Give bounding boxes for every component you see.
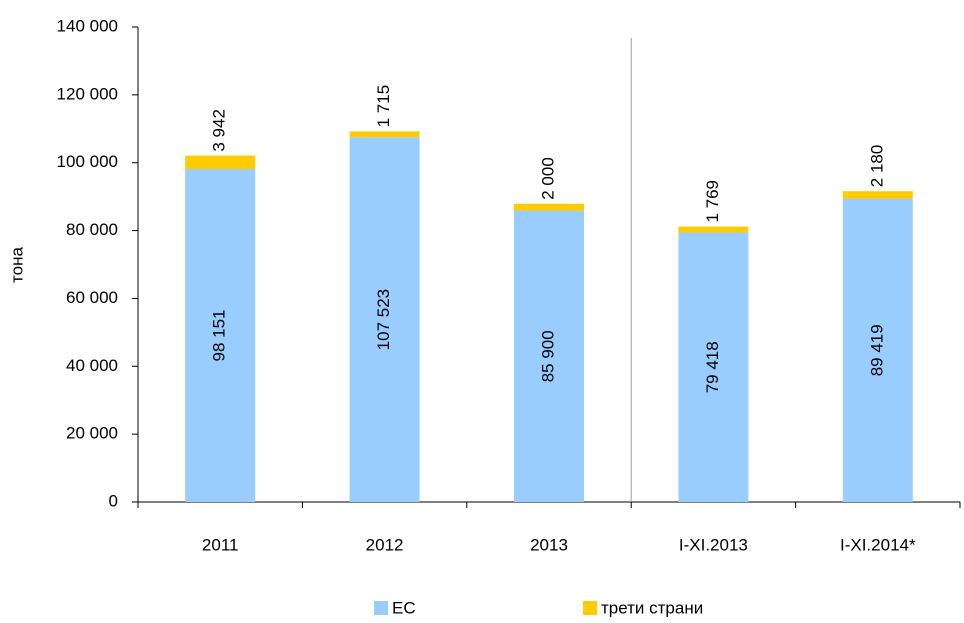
x-tick-label: 2013 (530, 535, 568, 554)
bar-segment (842, 191, 913, 199)
value-label: 85 900 (538, 330, 557, 382)
y-tick-label: 60 000 (66, 288, 118, 307)
y-tick-label: 140 000 (57, 16, 118, 35)
bar-segment (349, 131, 420, 138)
legend-swatch (583, 601, 597, 615)
y-tick-label: 20 000 (66, 424, 118, 443)
bar-segment (514, 210, 584, 502)
bar-segment (349, 137, 420, 502)
value-label: 98 151 (210, 309, 229, 361)
legend-label: ЕС (392, 598, 416, 617)
y-tick-label: 80 000 (66, 220, 118, 239)
bar-segment (678, 232, 749, 502)
y-tick-label: 0 (109, 491, 118, 510)
value-label: 89 419 (867, 324, 886, 376)
y-tick-label: 40 000 (66, 356, 118, 375)
bar-segment (842, 198, 913, 502)
value-label: 2 000 (538, 157, 557, 200)
bar-segment (514, 203, 584, 211)
x-tick-label: I-XI.2014* (840, 535, 916, 554)
value-label: 79 418 (703, 341, 722, 393)
legend-swatch (374, 601, 388, 615)
value-label: 107 523 (374, 289, 393, 350)
value-label: 3 942 (210, 109, 229, 152)
value-label: 1 769 (703, 180, 722, 223)
y-tick-label: 120 000 (57, 84, 118, 103)
bar-segment (185, 155, 256, 169)
y-tick-label: 100 000 (57, 152, 118, 171)
x-tick-label: I-XI.2013 (679, 535, 748, 554)
value-label: 2 180 (867, 145, 886, 188)
x-tick-label: 2012 (366, 535, 404, 554)
y-axis-label: тона (7, 247, 26, 283)
bar-segment (678, 226, 749, 233)
bar-segment (185, 168, 256, 502)
x-tick-label: 2011 (202, 535, 239, 554)
value-label: 1 715 (374, 85, 393, 128)
legend-label: трети страни (601, 598, 703, 617)
